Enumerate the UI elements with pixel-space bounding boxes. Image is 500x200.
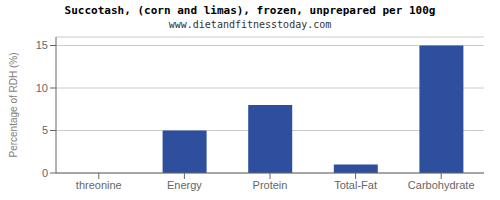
html-text:www.dietandfitnesstoday.com: www.dietandfitnesstoday.com	[168, 19, 332, 30]
svg-text:Percentage of RDH (%): Percentage of RDH (%)	[8, 52, 19, 157]
svg-text:0: 0	[42, 167, 48, 179]
svg-text:5: 5	[42, 124, 48, 136]
svg-text:Carbohydrate: Carbohydrate	[408, 179, 475, 191]
svg-text:threonine: threonine	[76, 179, 122, 191]
svg-text:15: 15	[36, 39, 48, 51]
html-text:Succotash, (corn and limas), f: Succotash, (corn and limas), frozen, unp…	[64, 4, 436, 17]
svg-text:Protein: Protein	[253, 179, 288, 191]
svg-text:Energy: Energy	[167, 179, 202, 191]
svg-text:10: 10	[36, 82, 48, 94]
svg-text:Total-Fat: Total-Fat	[334, 179, 377, 191]
